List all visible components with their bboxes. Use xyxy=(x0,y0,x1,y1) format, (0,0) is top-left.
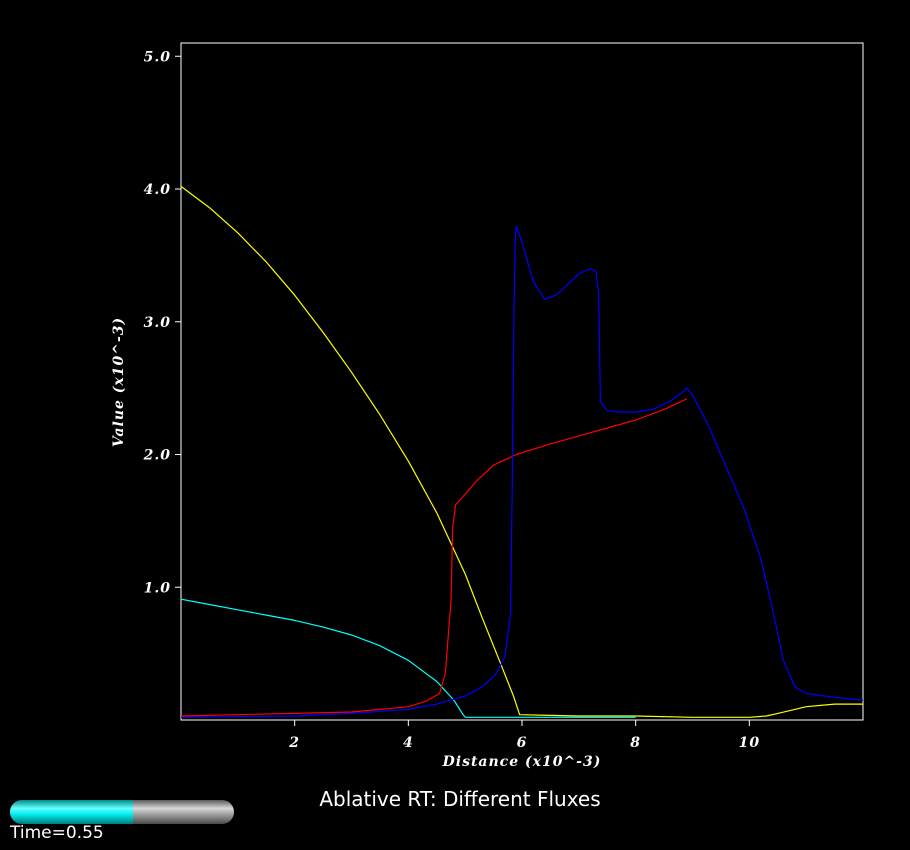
x-tick-label: 2 xyxy=(288,735,300,751)
y-tick-label: 3.0 xyxy=(144,315,171,331)
time-progress-fill xyxy=(10,800,134,824)
line-chart: 1.0 2.0 3.0 4.0 5.0 2 4 6 8 10 Distance (x10^-3)… xyxy=(111,42,864,770)
y-tick-label: 5.0 xyxy=(144,49,171,65)
x-axis: 2 4 6 8 10 xyxy=(288,720,760,751)
x-tick-label: 8 xyxy=(630,735,641,751)
y-tick-label: 1.0 xyxy=(144,580,171,596)
x-tick-label: 10 xyxy=(739,735,760,751)
x-axis-label: Distance (x10^-3) xyxy=(442,754,602,770)
x-tick-label: 4 xyxy=(403,735,414,751)
y-tick-label: 4.0 xyxy=(144,182,171,198)
y-axis-label: Value (x10^-3) xyxy=(111,317,127,447)
y-tick-label: 2.0 xyxy=(143,448,171,464)
chart-title: Ablative RT: Different Fluxes xyxy=(319,787,601,811)
series-layer xyxy=(180,185,864,718)
series-line-3 xyxy=(180,398,688,717)
time-label: Time=0.55 xyxy=(10,823,104,843)
x-tick-label: 6 xyxy=(517,735,528,751)
series-line-1 xyxy=(180,185,863,718)
y-axis: 1.0 2.0 3.0 4.0 5.0 xyxy=(143,49,181,596)
time-progress-bar xyxy=(10,800,234,824)
series-line-4 xyxy=(180,225,864,718)
series-line-2 xyxy=(180,598,636,718)
